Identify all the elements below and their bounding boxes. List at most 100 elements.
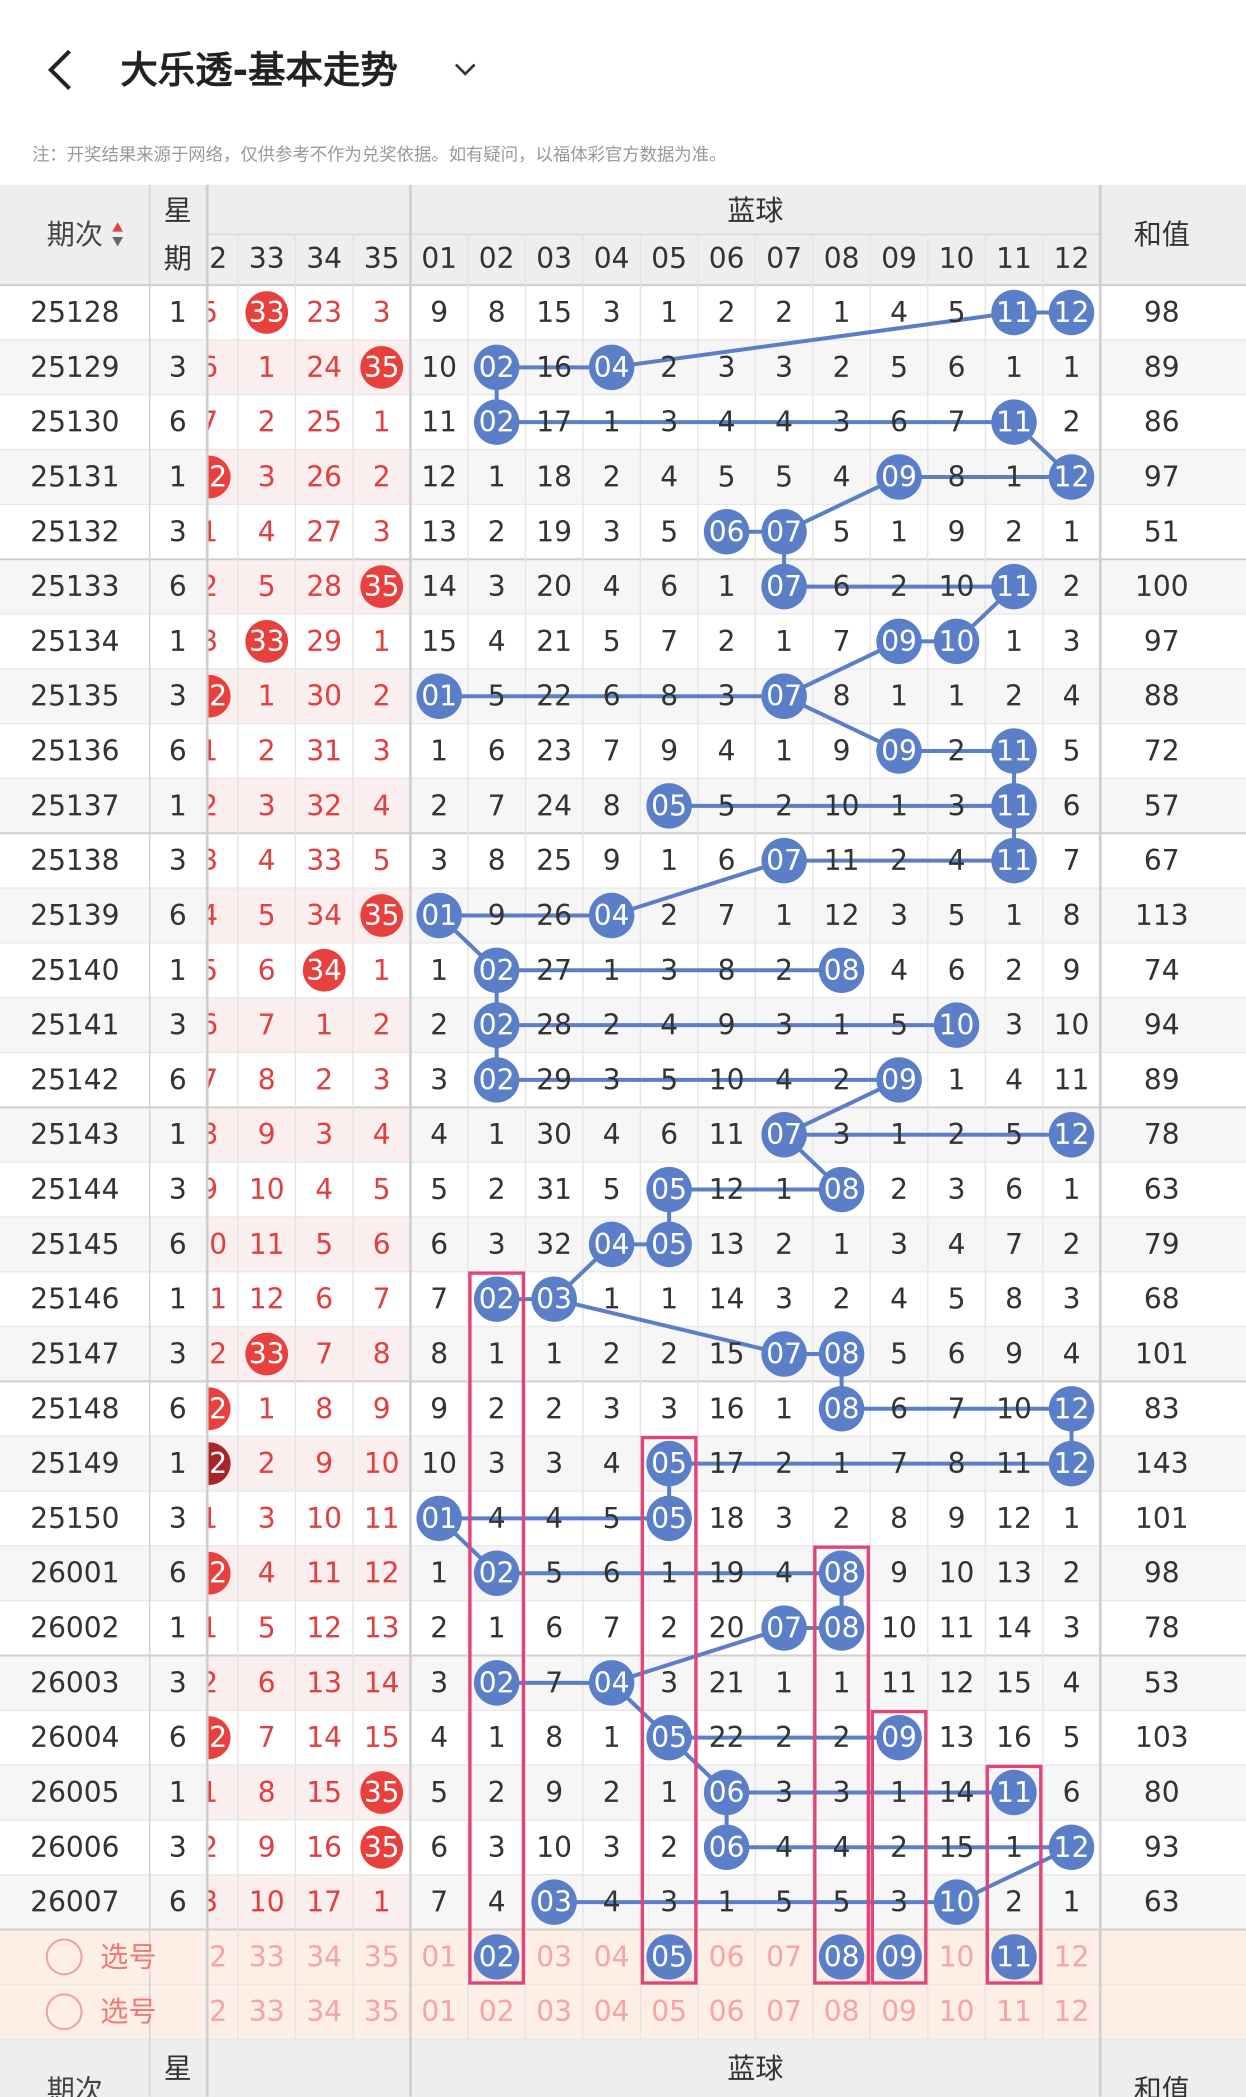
- title-dropdown[interactable]: [454, 63, 476, 76]
- blue-omission: 9: [890, 1557, 908, 1590]
- blue-ball-hit: [473, 1002, 520, 1048]
- blue-pick[interactable]: 02: [479, 1940, 515, 1973]
- blue-ball-hit: [818, 1166, 865, 1213]
- blue-pick[interactable]: 11: [996, 1940, 1032, 1973]
- blue-omission: 6: [1063, 1776, 1081, 1809]
- blue-pick[interactable]: 02: [479, 1995, 515, 2028]
- blue-hit-number: 07: [766, 844, 802, 877]
- red-pick[interactable]: 32: [191, 1995, 228, 2028]
- blue-omission: 12: [824, 899, 860, 932]
- blue-pick[interactable]: 01: [421, 1995, 457, 2028]
- blue-omission: 6: [1005, 1173, 1023, 1206]
- red-omission: 3: [200, 625, 218, 658]
- blue-omission: 11: [996, 1447, 1032, 1480]
- blue-hit-number: 05: [651, 1502, 687, 1535]
- select-label[interactable]: 选号: [100, 1995, 156, 2028]
- red-zone-background: [208, 668, 411, 724]
- blue-pick[interactable]: 06: [709, 1995, 745, 2028]
- blue-omission: 13: [421, 515, 457, 548]
- blue-omission: 2: [775, 789, 793, 822]
- blue-omission: 2: [948, 735, 966, 768]
- blue-pick[interactable]: 06: [709, 1940, 745, 1973]
- red-omission: 31: [306, 735, 342, 768]
- blue-omission: 2: [430, 1009, 448, 1042]
- red-omission: 6: [315, 1283, 333, 1316]
- blue-omission: 2: [545, 1392, 563, 1425]
- blue-pick[interactable]: 11: [996, 1995, 1032, 2028]
- red-omission: 3: [373, 1063, 391, 1096]
- blue-pick[interactable]: 05: [651, 1940, 687, 1973]
- blue-pick[interactable]: 08: [824, 1995, 860, 2028]
- blue-omission: 3: [430, 1666, 448, 1699]
- red-pick[interactable]: 33: [249, 1995, 285, 2028]
- blue-omission: 5: [833, 1886, 851, 1919]
- red-omission: 2: [200, 1831, 218, 1864]
- red-pick[interactable]: 35: [364, 1995, 400, 2028]
- blue-omission: 1: [833, 1666, 851, 1699]
- select-label[interactable]: 选号: [100, 1940, 156, 1973]
- blue-pick[interactable]: 09: [881, 1995, 917, 2028]
- blue-omission: 8: [545, 1721, 563, 1754]
- blue-omission: 10: [536, 1831, 572, 1864]
- red-pick[interactable]: 33: [249, 1940, 285, 1973]
- blue-pick[interactable]: 07: [766, 1940, 802, 1973]
- red-pick[interactable]: 34: [306, 1995, 342, 2028]
- select-radio[interactable]: [45, 1938, 83, 1976]
- blue-pick[interactable]: 08: [824, 1940, 860, 1973]
- blue-omission: 9: [660, 735, 678, 768]
- blue-omission: 1: [1063, 351, 1081, 384]
- blue-hit-number: 11: [996, 296, 1032, 329]
- blue-pick[interactable]: 04: [594, 1940, 630, 1973]
- blue-pick[interactable]: 12: [1054, 1940, 1090, 1973]
- blue-omission: 8: [430, 1337, 448, 1370]
- blue-pick[interactable]: 12: [1054, 1995, 1090, 2028]
- sum: 88: [1144, 680, 1180, 713]
- select-radio[interactable]: [45, 1993, 83, 2031]
- blue-omission: 1: [660, 1283, 678, 1316]
- blue-hit-number: 11: [996, 570, 1032, 603]
- sum: 57: [1144, 789, 1180, 822]
- trend-line: [553, 1297, 785, 1356]
- blue-hit-number: 09: [881, 1063, 917, 1096]
- sum: 103: [1135, 1721, 1189, 1754]
- blue-omission: 21: [536, 625, 572, 658]
- blue-pick[interactable]: 01: [421, 1940, 457, 1973]
- weekday: 6: [169, 1557, 187, 1590]
- blue-omission: 5: [890, 1337, 908, 1370]
- blue-pick[interactable]: 03: [536, 1995, 572, 2028]
- blue-hit-number: 10: [939, 1886, 975, 1919]
- blue-omission: 4: [603, 570, 621, 603]
- blue-pick[interactable]: 10: [939, 1995, 975, 2028]
- period-header[interactable]: 期次: [47, 218, 103, 251]
- blue-pick[interactable]: 09: [881, 1940, 917, 1973]
- red-pick[interactable]: 34: [306, 1940, 342, 1973]
- blue-hit-number: 05: [651, 1173, 687, 1206]
- red-hit-number: 34: [306, 954, 342, 987]
- blue-pick[interactable]: 03: [536, 1940, 572, 1973]
- blue-pick[interactable]: 05: [651, 1995, 687, 2028]
- blue-omission: 12: [421, 460, 457, 493]
- red-pick[interactable]: 35: [364, 1940, 400, 1973]
- row-background: [0, 1271, 1246, 1327]
- blue-omission: 1: [833, 296, 851, 329]
- red-omission: 6: [200, 1009, 218, 1042]
- row-background: [0, 723, 1246, 779]
- blue-pick[interactable]: 04: [594, 1995, 630, 2028]
- period: 25147: [30, 1337, 119, 1370]
- sum: 79: [1144, 1228, 1180, 1261]
- blue-omission: 1: [488, 1721, 506, 1754]
- blue-omission: 4: [775, 1557, 793, 1590]
- blue-omission: 3: [660, 1666, 678, 1699]
- back-button[interactable]: [47, 49, 71, 91]
- red-pick[interactable]: 32: [191, 1940, 228, 1973]
- blue-omission: 5: [890, 351, 908, 384]
- blue-pick[interactable]: 07: [766, 1995, 802, 2028]
- page-title[interactable]: 大乐透-基本走势: [120, 48, 398, 92]
- blue-omission: 15: [709, 1337, 745, 1370]
- blue-omission: 7: [603, 735, 621, 768]
- red-omission: 10: [249, 1886, 285, 1919]
- blue-pick[interactable]: 10: [939, 1940, 975, 1973]
- blue-omission: 9: [718, 1009, 736, 1042]
- blue-omission: 7: [948, 406, 966, 439]
- red-ball-hit: [360, 345, 404, 389]
